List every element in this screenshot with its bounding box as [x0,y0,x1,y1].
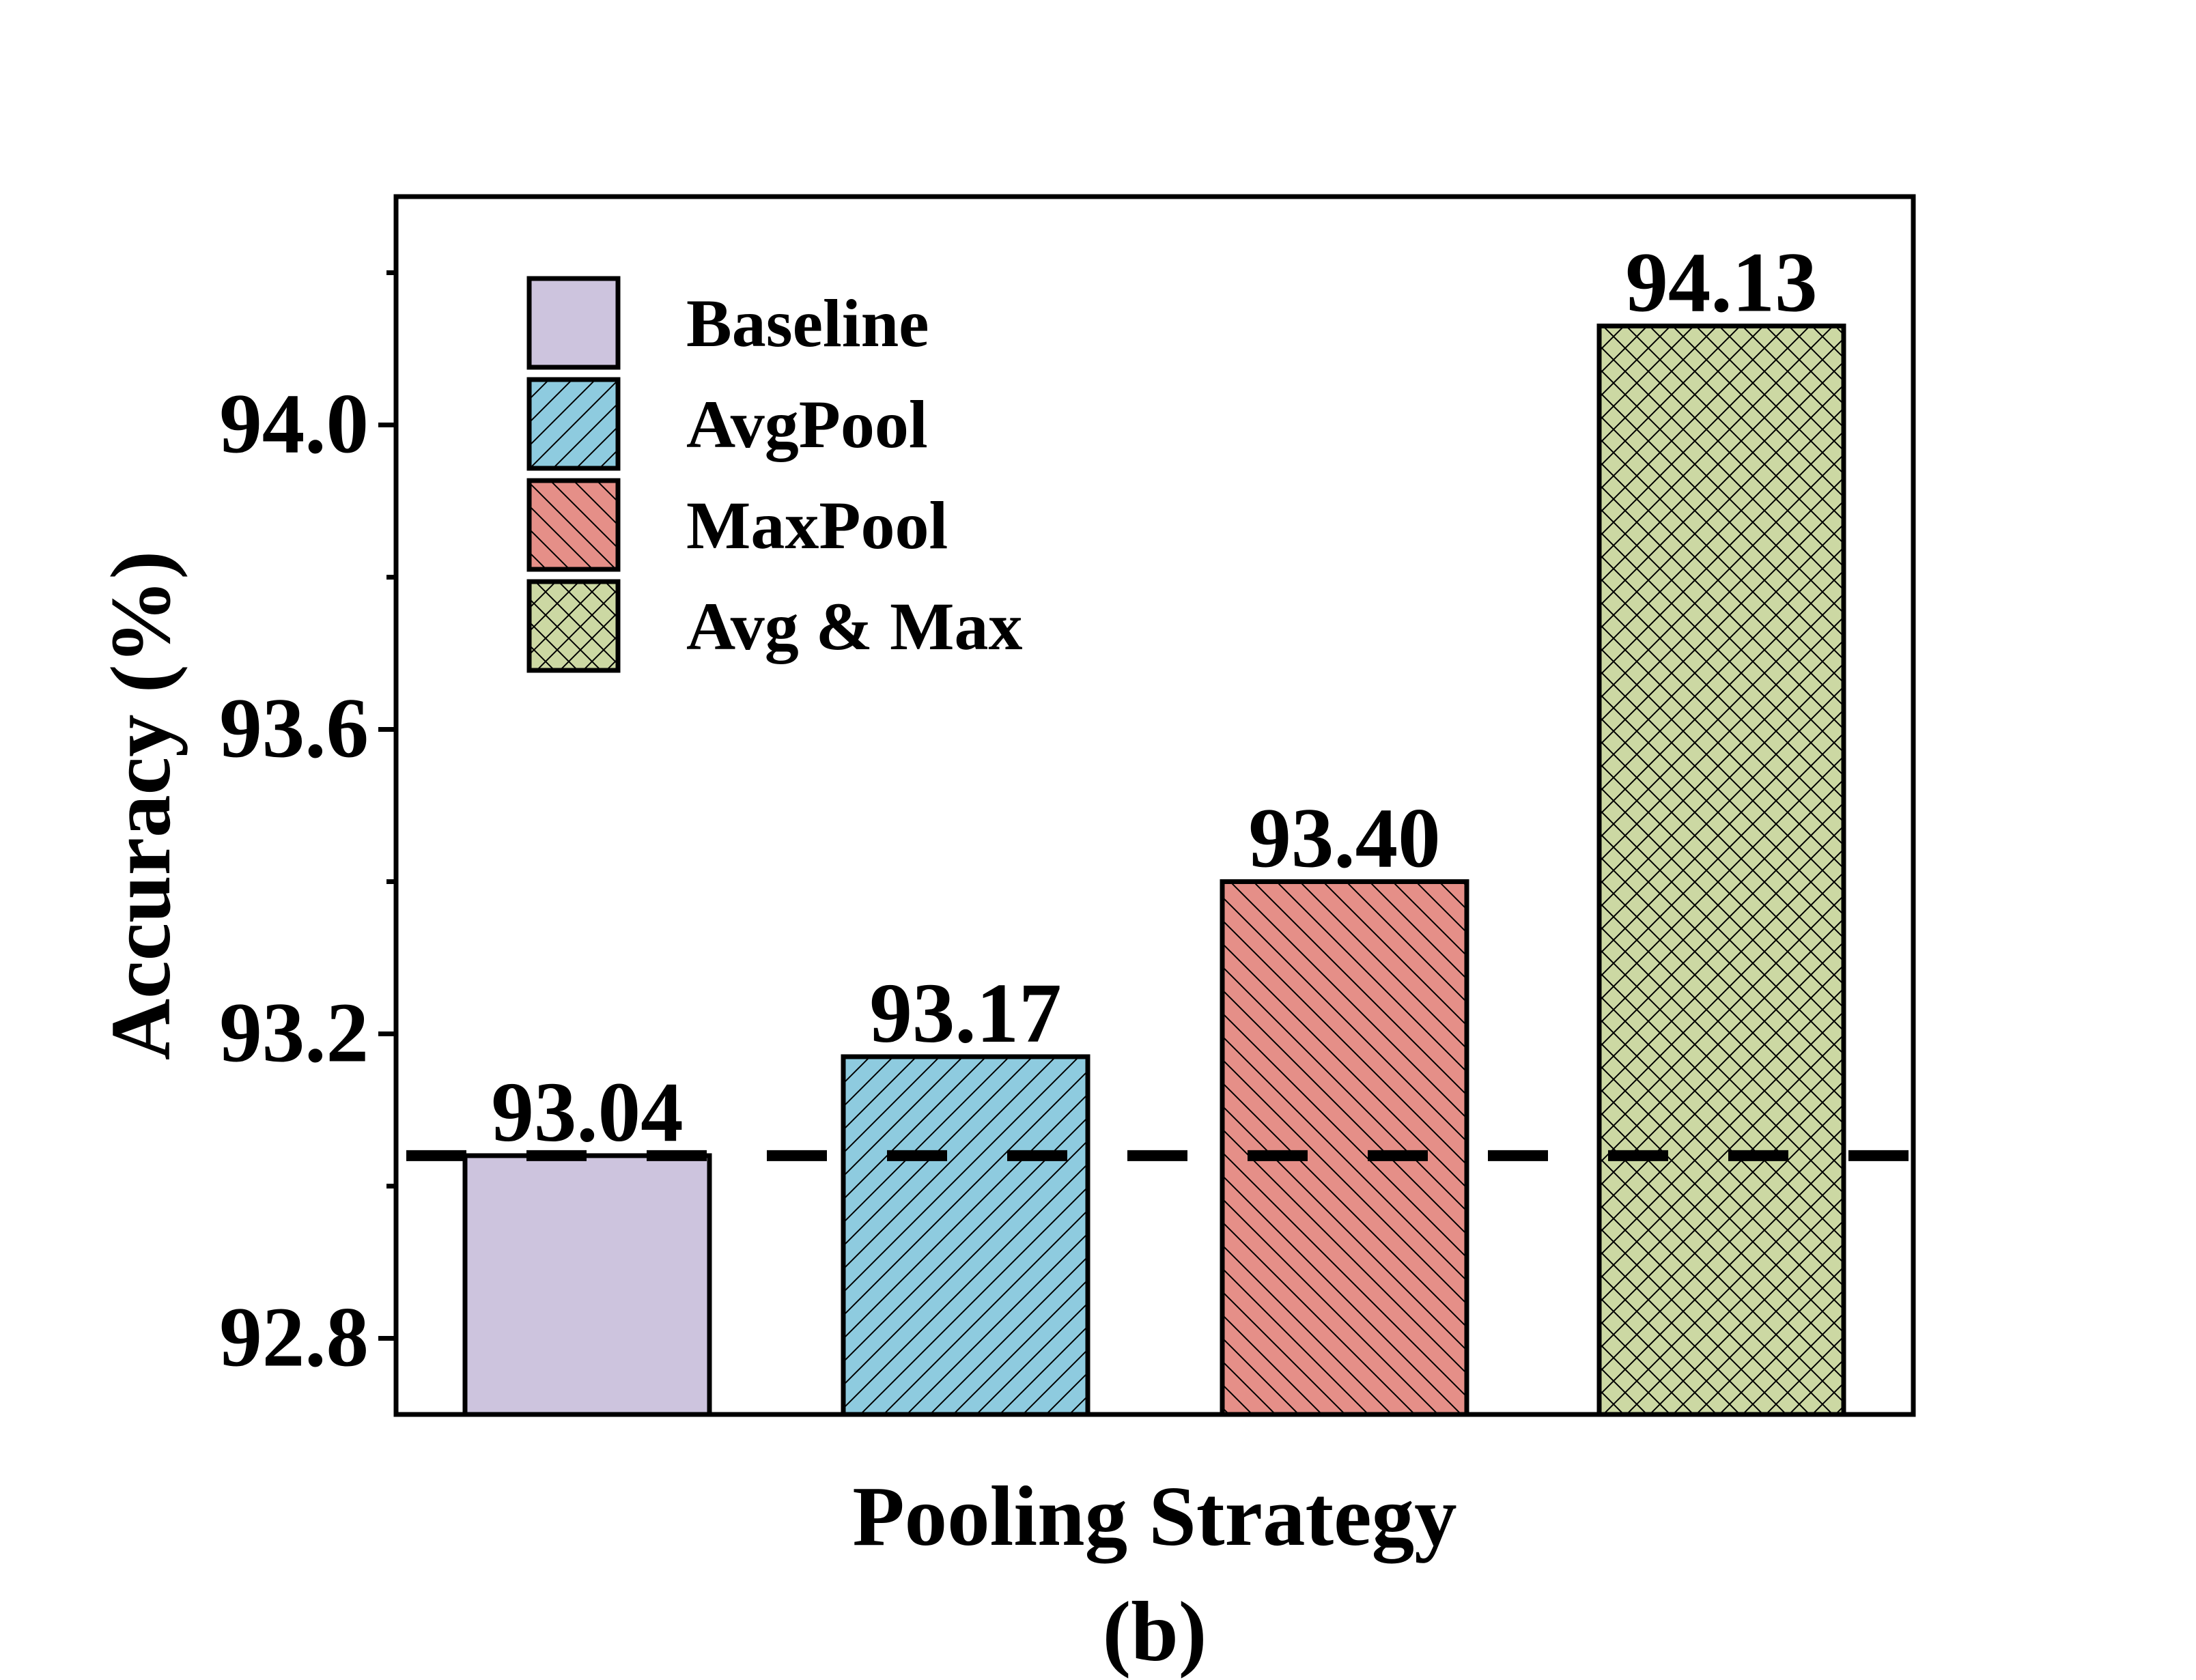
y-tick-label: 94.0 [219,378,369,472]
y-axis-ticks: 92.8 93.2 93.6 94.0 [219,270,396,1385]
bar-maxpool [1220,879,1469,1417]
bar-baseline [462,1153,712,1417]
bar-avgpool [841,1054,1090,1417]
legend-swatch [529,279,618,367]
legend-item-baseline: Baseline [526,276,929,370]
y-tick-label: 93.6 [219,682,369,776]
legend-item-avgpool: AvgPool [526,377,928,471]
legend-swatch-hatch [529,380,618,468]
legend-item-maxpool: MaxPool [526,478,948,572]
legend-swatch-hatch [529,481,618,569]
y-tick-label: 92.8 [219,1291,369,1385]
value-label-avgpool: 93.17 [869,967,1061,1061]
value-label-maxpool: 93.40 [1248,792,1440,886]
bars [462,324,1846,1417]
figure-caption: (b) [1103,1585,1207,1679]
plot-frame [393,194,1916,1417]
legend-label: AvgPool [686,386,928,462]
legend: Baseline AvgPool MaxPool Avg & Max [526,276,1022,673]
legend-label: Baseline [686,285,929,361]
x-axis-title: Pooling Strategy [852,1470,1456,1564]
bar-avg-max [1596,324,1846,1417]
bar-hatch [843,1056,1088,1414]
bar-hatch [1599,326,1844,1414]
legend-swatch-outline [526,579,621,673]
legend-swatch-hatch [529,582,618,670]
y-tick-label: 93.2 [219,986,369,1081]
legend-item-avg-max: Avg & Max [526,579,1022,673]
legend-swatch-outline [526,377,621,471]
legend-label: Avg & Max [686,588,1022,664]
legend-swatch-outline [526,478,621,572]
legend-label: MaxPool [686,487,948,563]
bar-fill [465,1155,709,1414]
y-axis-title: Accuracy (%) [94,551,188,1060]
value-labels: 93.04 93.17 93.40 94.13 [491,236,1817,1160]
value-label-avg-max: 94.13 [1625,236,1817,330]
bar-hatch [1222,881,1467,1414]
legend-swatch-outline [526,276,621,370]
value-label-baseline: 93.04 [491,1066,683,1160]
